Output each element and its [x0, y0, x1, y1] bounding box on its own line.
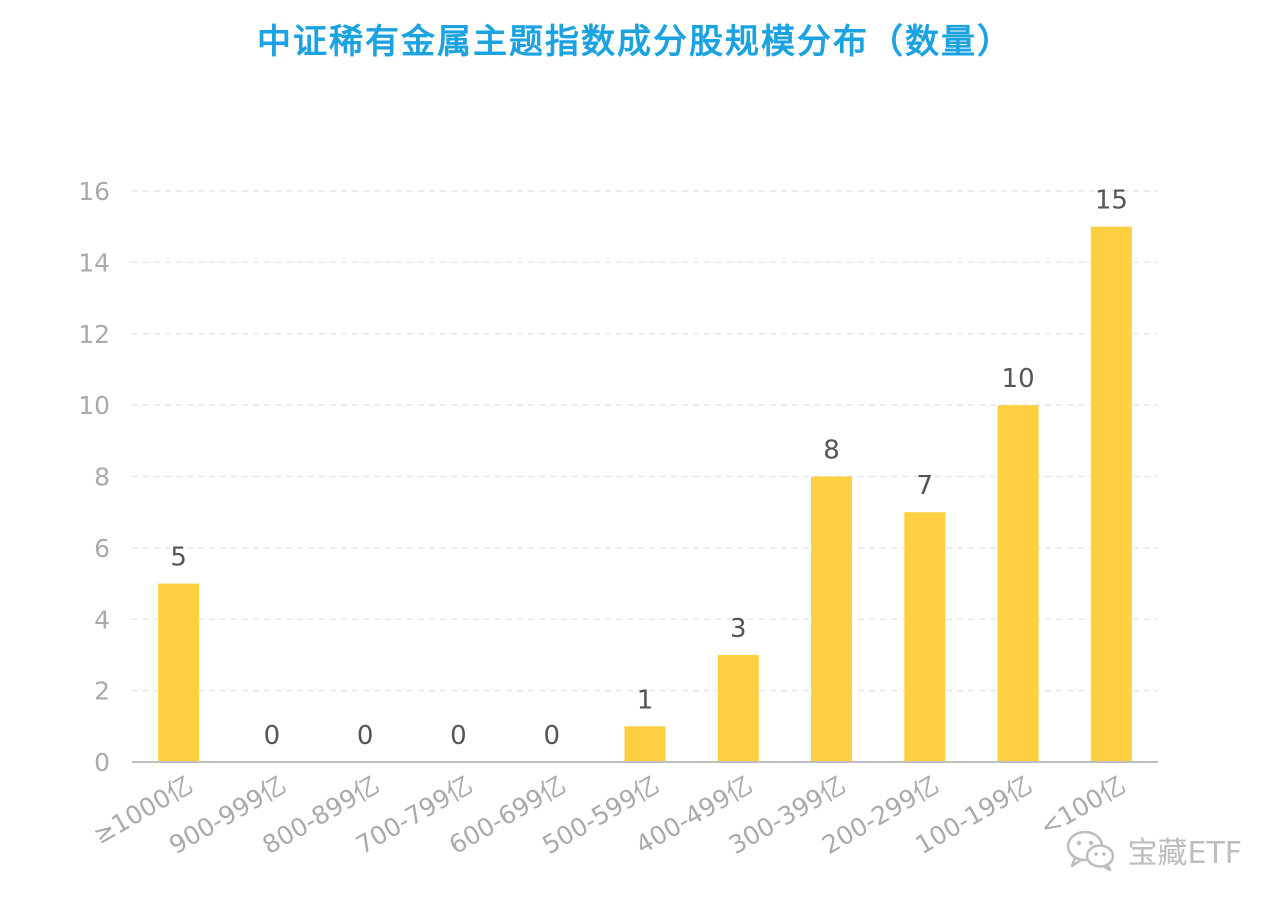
data-label: 0 — [357, 721, 374, 751]
y-tick-label: 4 — [94, 605, 110, 634]
data-label: 7 — [917, 471, 934, 501]
y-tick-label: 16 — [78, 177, 110, 206]
bar — [811, 476, 853, 762]
y-axis-ticks: 0 2 4 6 8 10 12 14 16 — [78, 177, 110, 777]
bar — [158, 583, 200, 762]
data-label: 5 — [170, 543, 187, 573]
watermark: 宝藏ETF — [1065, 828, 1242, 872]
data-label: 0 — [264, 721, 281, 751]
y-tick-label: 6 — [94, 534, 110, 563]
y-tick-label: 0 — [94, 748, 110, 777]
bar — [717, 654, 759, 762]
y-tick-label: 14 — [78, 248, 110, 277]
bar — [904, 512, 946, 762]
gridlines — [132, 190, 1158, 692]
bar — [997, 405, 1039, 762]
watermark-text: 宝藏ETF — [1127, 836, 1242, 871]
y-tick-label: 8 — [94, 463, 110, 492]
data-label: 8 — [823, 436, 840, 466]
x-axis-ticks: ≥1000亿900-999亿800-899亿700-799亿600-699亿50… — [88, 770, 1130, 860]
y-tick-label: 12 — [78, 320, 110, 349]
wechat-icon — [1067, 830, 1115, 872]
data-label: 1 — [637, 685, 654, 715]
data-label: 3 — [730, 614, 747, 644]
data-label: 0 — [543, 721, 560, 751]
y-tick-label: 2 — [94, 677, 110, 706]
y-tick-label: 10 — [78, 391, 110, 420]
bar — [1090, 226, 1132, 762]
bars — [158, 226, 1132, 762]
data-label: 15 — [1095, 186, 1128, 216]
data-label: 0 — [450, 721, 467, 751]
data-labels: 5 0 0 0 0 1 3 8 7 10 15 — [170, 186, 1128, 751]
bar — [624, 726, 666, 762]
data-label: 10 — [1002, 364, 1035, 394]
chart-title: 中证稀有金属主题指数成分股规模分布（数量） — [257, 22, 1013, 62]
